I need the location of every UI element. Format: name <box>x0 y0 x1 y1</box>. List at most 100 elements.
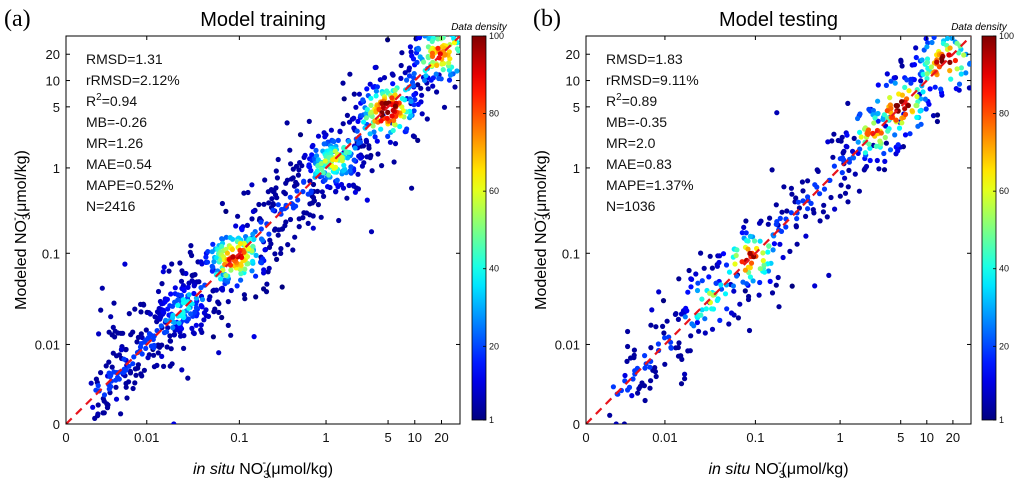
colorbar-tick-label: 1 <box>999 415 1004 425</box>
scatter-point <box>899 120 905 126</box>
scatter-point <box>464 33 469 38</box>
y-axis-label: Modeled NO3-(μmol/kg) <box>529 150 553 310</box>
scatter-point <box>419 0 424 4</box>
scatter-point <box>249 182 255 188</box>
scatter-point <box>735 315 742 321</box>
scatter-point <box>385 109 391 115</box>
scatter-point <box>372 64 378 71</box>
scatter-point <box>924 75 930 82</box>
scatter-point <box>387 139 393 145</box>
scatter-point <box>270 207 276 213</box>
scatter-point <box>837 193 843 199</box>
scatter-point <box>179 367 185 373</box>
scatter-point <box>850 154 856 160</box>
x-label-base: NO <box>750 461 778 478</box>
scatter-point <box>161 264 167 270</box>
scatter-point <box>628 355 634 361</box>
scatter-point <box>844 144 850 150</box>
scatter-point <box>827 177 833 183</box>
scatter-point <box>693 271 699 277</box>
scatter-point <box>383 100 389 106</box>
scatter-point <box>776 304 782 310</box>
scatter-point <box>242 266 248 272</box>
scatter-point <box>779 209 785 215</box>
scatter-point <box>146 331 153 337</box>
scatter-point <box>391 159 397 165</box>
y-label-subscript: 3 <box>541 214 553 220</box>
scatter-point <box>908 76 914 82</box>
scatter-point <box>234 283 240 289</box>
scatter-point <box>355 118 361 124</box>
scatter-point <box>346 182 352 189</box>
scatter-point <box>452 84 458 90</box>
scatter-point <box>95 383 101 389</box>
x-tick-label: 0.01 <box>134 430 159 445</box>
scatter-point <box>399 50 405 56</box>
scatter-point <box>177 260 183 266</box>
scatter-point <box>284 120 290 126</box>
scatter-point <box>631 347 638 353</box>
scatter-point <box>224 250 230 256</box>
scatter-point <box>318 214 324 220</box>
scatter-point <box>904 77 910 83</box>
scatter-point <box>131 354 137 360</box>
scatter-point <box>163 317 169 323</box>
scatter-point <box>363 115 369 121</box>
scatter-point <box>944 4 949 9</box>
scatter-point <box>747 274 754 280</box>
scatter-point <box>161 363 167 369</box>
scatter-point <box>404 77 410 83</box>
scatter-point <box>122 261 128 267</box>
scatter-point <box>882 134 888 141</box>
scatter-point <box>720 251 727 257</box>
scatter-point <box>210 241 216 247</box>
scatter-point <box>171 421 177 424</box>
scatter-point <box>800 198 806 204</box>
scatter-point <box>682 376 688 382</box>
y-tick-label: 1 <box>53 161 60 176</box>
scatter-point <box>233 223 239 229</box>
scatter-point <box>441 13 446 18</box>
scatter-point <box>219 236 226 242</box>
scatter-point <box>730 283 737 289</box>
scatter-point <box>924 44 930 50</box>
scatter-point <box>422 26 427 31</box>
scatter-point <box>714 297 720 304</box>
scatter-point <box>178 278 185 284</box>
scatter-point <box>98 370 104 376</box>
scatter-point <box>108 314 114 320</box>
scatter-point <box>389 71 395 77</box>
scatter-point <box>344 112 350 118</box>
stat-line: R2=0.89 <box>606 92 657 109</box>
scatter-point <box>130 385 136 392</box>
scatter-point <box>138 301 144 307</box>
scatter-point <box>789 283 795 289</box>
scatter-point <box>642 365 648 371</box>
scatter-point <box>434 62 440 68</box>
scatter-point <box>706 274 712 280</box>
scatter-point <box>253 273 259 279</box>
scatter-point <box>251 236 257 243</box>
scatter-point <box>440 67 446 73</box>
scatter-point <box>250 243 256 249</box>
scatter-point <box>100 410 106 416</box>
scatter-point <box>902 111 909 117</box>
scatter-point <box>155 288 162 295</box>
scatter-point <box>186 305 192 311</box>
scatter-point <box>190 330 196 336</box>
scatter-point <box>773 221 779 227</box>
scatter-point <box>832 206 838 212</box>
one-to-one-line <box>586 36 971 424</box>
scatter-point <box>846 167 852 173</box>
scatter-point <box>839 134 845 140</box>
scatter-point <box>780 254 786 261</box>
scatter-point <box>871 120 877 126</box>
scatter-point <box>902 106 908 112</box>
scatter-point <box>435 11 440 16</box>
x-label-subscript: 3 <box>263 469 269 481</box>
scatter-point <box>389 113 395 119</box>
scatter-point <box>424 116 430 122</box>
scatter-point <box>794 241 800 247</box>
scatter-point <box>685 289 691 295</box>
scatter-point <box>170 325 176 331</box>
